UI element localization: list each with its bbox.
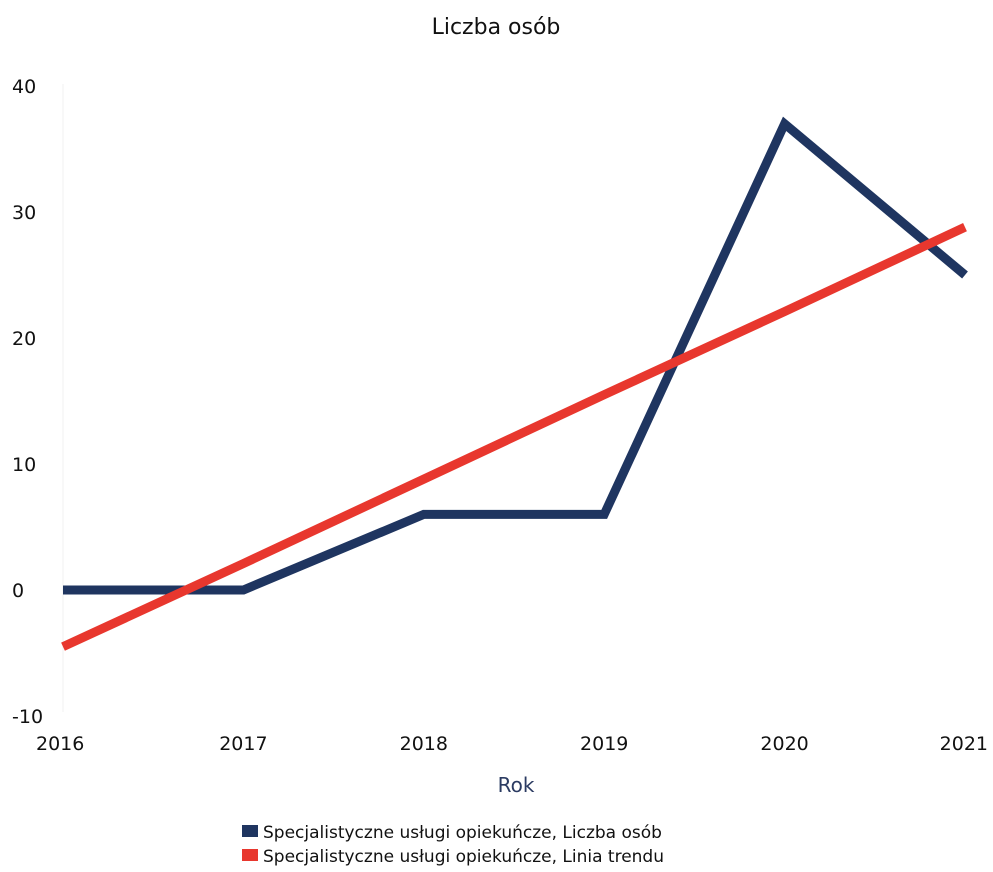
y-tick-label: 40 — [12, 76, 36, 98]
x-tick-label: 2016 — [36, 733, 84, 755]
x-tick-layer: 2016 2017 2018 2019 2020 2021 — [36, 733, 988, 755]
y-tick-label: 10 — [12, 454, 36, 476]
y-tick-label: 30 — [12, 202, 36, 224]
x-tick-label: 2017 — [219, 733, 267, 755]
legend: Specjalistyczne usługi opiekuńcze, Liczb… — [242, 823, 664, 867]
series-line-count — [63, 116, 968, 595]
axis-layer: Rok — [62, 84, 535, 797]
series-line-trend — [61, 223, 967, 651]
x-tick-label: 2021 — [940, 733, 988, 755]
chart-title: Liczba osób — [432, 15, 561, 40]
y-tick-layer: -10 0 10 20 30 40 — [12, 76, 43, 728]
y-tick-label: 20 — [12, 328, 36, 350]
x-axis-title: Rok — [498, 773, 535, 797]
legend-label: Specjalistyczne usługi opiekuńcze, Linia… — [263, 847, 664, 867]
title-layer: Liczba osób — [432, 15, 561, 40]
series-layer — [61, 116, 968, 651]
y-tick-label: -10 — [12, 706, 43, 728]
x-tick-label: 2019 — [580, 733, 628, 755]
legend-swatch — [242, 825, 258, 837]
legend-swatch — [242, 849, 258, 861]
legend-label: Specjalistyczne usługi opiekuńcze, Liczb… — [263, 823, 662, 843]
x-tick-label: 2018 — [400, 733, 448, 755]
y-tick-label: 0 — [12, 580, 24, 602]
x-tick-label: 2020 — [760, 733, 808, 755]
